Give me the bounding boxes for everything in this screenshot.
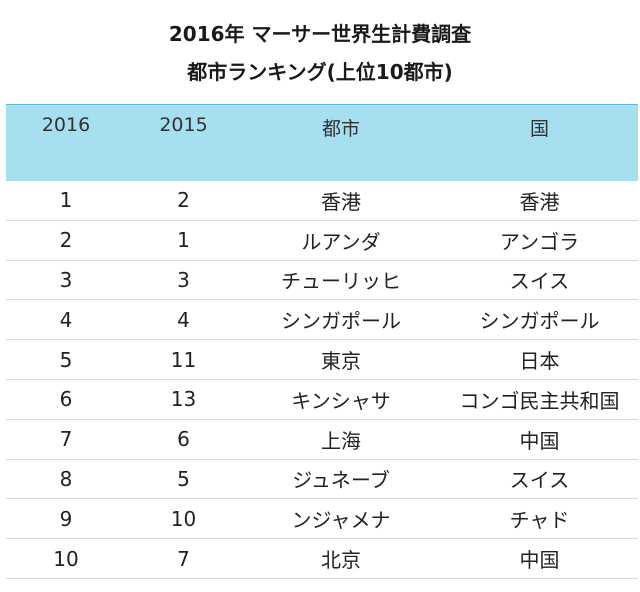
country-cell: チャド [509,508,570,533]
city-cell: 香港 [321,189,361,214]
rank-2015: 1 [177,228,190,253]
rank-2015: 5 [177,466,190,491]
table-row: 8 5 ジュネーブ スイス [6,459,638,499]
table-row: 1 2 香港 香港 [6,181,638,221]
country-cell: アンゴラ [499,229,580,254]
country-cell: 香港 [519,189,560,214]
country-cell: 日本 [519,349,560,374]
city-cell: チューリッヒ [281,269,401,294]
table-header: 2016 2015 都市 国 [6,104,638,181]
country-cell: スイス [509,468,570,493]
city-cell: 上海 [321,428,361,453]
city-cell: 東京 [321,349,361,374]
header-2015: 2015 [159,114,208,136]
table-row: 5 11 東京 日本 [6,340,638,380]
rank-2015: 13 [170,387,197,412]
rank-2015: 4 [177,307,190,332]
rank-2015: 10 [170,506,197,531]
city-cell: 北京 [321,548,361,573]
country-cell: コンゴ民主共和国 [459,388,620,413]
rank-2016: 4 [59,307,73,332]
city-cell: ルアンダ [301,229,381,254]
rank-2016: 2 [59,228,73,253]
city-cell: ンジャメナ [291,508,391,533]
rank-2016: 8 [59,466,73,491]
rank-2016: 6 [59,387,73,412]
rank-2015: 2 [177,188,190,213]
table-row: 3 3 チューリッヒ スイス [6,260,638,300]
table-row: 6 13 キンシャサ コンゴ民主共和国 [6,379,638,420]
country-cell: スイス [509,269,570,294]
header-city: 都市 [321,118,360,140]
country-cell: シンガポール [479,309,600,334]
rank-2015: 6 [177,427,190,452]
city-cell: ジュネーブ [292,468,390,493]
header-row: 2016 2015 都市 国 [6,104,638,181]
table-row: 7 6 上海 中国 [6,419,638,460]
rank-2015: 11 [170,347,197,372]
city-cell: シンガポール [281,309,401,334]
rank-2016: 5 [59,347,73,372]
rank-2016: 7 [59,427,73,452]
ranking-table: 2016 2015 都市 国 1 2 香港 香港 2 1 ルアンダ アンゴラ 3 3 チューリッ… [6,104,638,579]
rank-2015: 7 [177,546,190,571]
page-subtitle: 都市ランキング(上位10都市) [187,60,453,84]
page-title: 2016年 マーサー世界生計費調査 [168,22,472,46]
header-2016: 2016 [41,114,91,136]
city-cell: キンシャサ [291,388,391,413]
rank-2016: 10 [53,546,79,571]
rank-2016: 1 [59,188,73,213]
table-body: 1 2 香港 香港 2 1 ルアンダ アンゴラ 3 3 チューリッヒ スイス 4 4 シンガポール シン… [6,181,638,579]
table-row: 2 1 ルアンダ アンゴラ [6,220,638,261]
header-country: 国 [529,118,549,140]
rank-2015: 3 [177,267,190,292]
table-row: 9 10 ンジャメナ チャド [6,499,638,539]
country-cell: 中国 [519,548,560,573]
rank-2016: 9 [59,506,73,531]
table-row: 10 7 北京 中国 [6,539,638,579]
rank-2016: 3 [59,267,73,292]
table-row: 4 4 シンガポール シンガポール [6,300,638,340]
country-cell: 中国 [519,428,560,453]
